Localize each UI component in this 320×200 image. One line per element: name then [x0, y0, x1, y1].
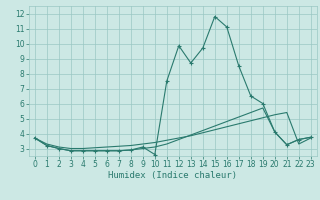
X-axis label: Humidex (Indice chaleur): Humidex (Indice chaleur) — [108, 171, 237, 180]
